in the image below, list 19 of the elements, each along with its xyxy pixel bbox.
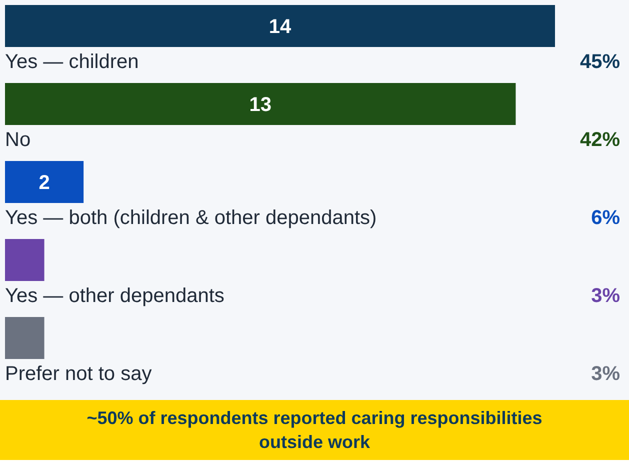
text: 45% xyxy=(580,51,620,73)
data-label: 2 xyxy=(38,172,50,194)
text: 3% xyxy=(591,363,620,385)
note-box: ~50% of respondents reported caring responsibilities outside work xyxy=(0,400,629,460)
data-label: 13 xyxy=(249,94,272,116)
y-tick-label: Yes — children xyxy=(5,51,139,73)
text: 6% xyxy=(591,207,620,229)
bar xyxy=(5,83,516,125)
data-label: 14 xyxy=(268,16,292,38)
bar xyxy=(5,5,555,47)
y-tick-label: Prefer not to say xyxy=(5,363,152,385)
y-tick-label: Yes — both (children & other dependants) xyxy=(5,207,377,229)
bar xyxy=(5,317,44,359)
y-tick-label: Yes — other dependants xyxy=(5,285,224,307)
y-tick-label: No xyxy=(5,129,31,151)
text: 3% xyxy=(591,285,620,307)
bar xyxy=(5,239,44,281)
bar xyxy=(5,161,84,203)
text: 42% xyxy=(580,129,620,151)
